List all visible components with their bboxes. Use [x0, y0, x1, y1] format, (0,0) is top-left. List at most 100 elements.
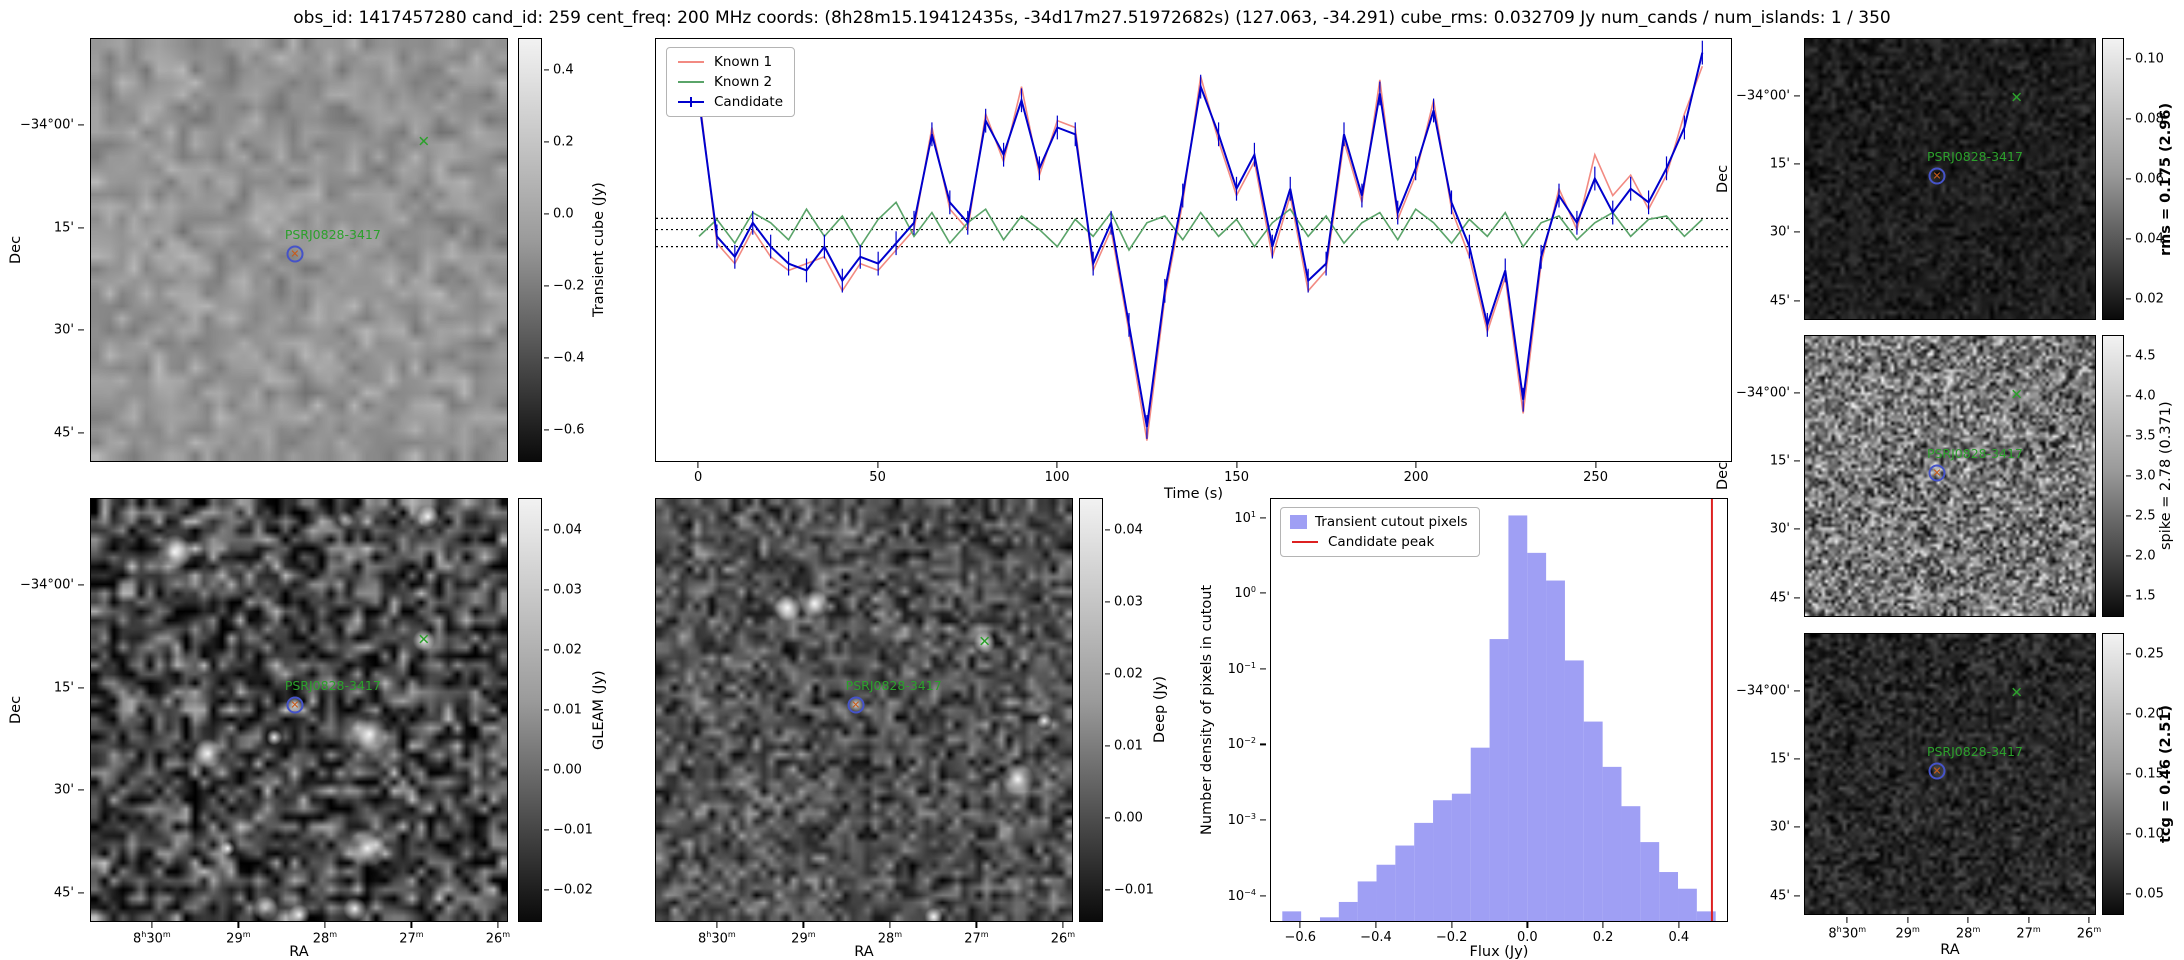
rms-image — [1805, 39, 2095, 319]
histogram-bar — [1527, 552, 1547, 921]
colorbar-tick-mark — [2126, 773, 2131, 775]
colorbar-tick-label: 3.0 — [2135, 468, 2156, 484]
gleam-dec-axis-label: Dec — [8, 695, 24, 725]
dec-tick-label-mark — [78, 432, 84, 434]
ra-tick-label: 8h30m — [697, 930, 736, 947]
colorbar-tick-mark — [544, 213, 549, 215]
colorbar-tick-label: −0.01 — [553, 822, 593, 838]
colorbar-tick-label: −0.01 — [1114, 882, 1154, 898]
time-tick-label-mark — [1594, 462, 1597, 468]
legend-line-sample — [678, 97, 704, 107]
tcg-colorbar-ticks: 0.25 0.20 0.15 0.10 0.05 — [2126, 633, 2164, 915]
histogram-bar — [1659, 872, 1679, 921]
deep-colorbar-label: Deep (Jy) — [1152, 676, 1168, 744]
colorbar-tick-mark — [544, 709, 549, 711]
colorbar-tick-label: 0.04 — [1114, 522, 1143, 538]
dec-tick-label-mark — [1794, 231, 1800, 233]
histogram-bar — [1602, 766, 1622, 921]
tcg-colorbar-label: tcg = 0.46 (2.51) — [2158, 705, 2174, 844]
lightcurve-time-axis-label: Time (s) — [1164, 486, 1223, 502]
source-name-label: PSRJ0828-3417 — [1926, 744, 2023, 760]
histogram-bar — [1319, 917, 1339, 921]
legend-label: Candidate peak — [1328, 534, 1435, 550]
histogram-bar — [1583, 721, 1603, 921]
flux-tick-label: 0.4 — [1668, 930, 1690, 945]
candidate-source-marker: ✕ — [847, 696, 865, 713]
density-tick-label: 100 — [1234, 585, 1256, 602]
ra-tick-label: 8h30m — [132, 930, 171, 947]
histogram-bar — [1433, 800, 1452, 921]
histogram-bar — [1282, 911, 1302, 921]
gleam-overlay: ✕ ✕ PSRJ0828-3417 — [91, 499, 507, 921]
legend-line-sample — [1292, 541, 1318, 543]
ra-tick-label: 26m — [2076, 925, 2102, 942]
dec-tick-label-mark — [1794, 528, 1800, 530]
ra-tick-label-mark — [802, 922, 804, 928]
legend-label: Candidate — [714, 94, 784, 110]
colorbar-tick-label: 1.5 — [2135, 588, 2156, 604]
time-tick-label: 0 — [693, 470, 703, 485]
ra-tick-label-mark — [2027, 917, 2030, 923]
histogram-bar — [1546, 580, 1565, 921]
time-tick-label: 250 — [1583, 470, 1608, 485]
legend-label: Known 1 — [714, 54, 773, 70]
colorbar-tick-mark — [544, 589, 549, 591]
colorbar-tick-label: −0.4 — [553, 350, 585, 366]
histogram-bar — [1451, 793, 1471, 921]
flux-tick-label: −0.4 — [1360, 930, 1392, 945]
spike-colorbar-label: spike = 2.78 (0.371) — [2158, 401, 2174, 551]
colorbar-tick-label: 4.0 — [2135, 388, 2156, 404]
dec-tick-label: −34°00' — [1735, 385, 1790, 401]
legend-line-sample — [678, 81, 704, 83]
dec-tick-label-mark — [78, 329, 84, 331]
colorbar-tick-label: −0.02 — [553, 882, 593, 898]
colorbar-tick-mark — [2126, 178, 2131, 180]
colorbar-tick-mark — [2126, 118, 2131, 120]
candidate-source-marker: ✕ — [286, 245, 304, 263]
tcg-ra-axis-label: RA — [1940, 942, 1960, 958]
legend-entry: Candidate — [676, 94, 783, 110]
dec-tick-label: 15' — [53, 680, 74, 696]
deep-ra-axis-label: RA — [854, 944, 874, 960]
time-tick-label-mark — [876, 462, 879, 468]
colorbar-tick-label: 0.03 — [553, 582, 582, 598]
candidate-source-marker: ✕ — [1928, 762, 1946, 780]
ra-tick-label-mark — [324, 922, 326, 928]
deep-image — [656, 499, 1072, 921]
colorbar-tick-label: 0.4 — [553, 62, 574, 78]
legend-label: Transient cutout pixels — [1315, 514, 1468, 530]
transient-colorbar-label: Transient cube (Jy) — [591, 182, 607, 318]
deep-ra-ticks: 8h30m 29m 28m 27m 26m — [655, 922, 1075, 947]
colorbar-tick-mark — [1105, 817, 1110, 819]
known-source-x-marker: ✕ — [2010, 683, 2023, 702]
colorbar-tick-label: 0.20 — [2135, 706, 2164, 722]
colorbar-tick-mark — [2126, 555, 2131, 557]
colorbar-tick-mark — [544, 69, 549, 71]
dec-tick-label: 30' — [1769, 521, 1790, 537]
gleam-ra-ticks: 8h30m 29m 28m 27m 26m — [90, 922, 510, 947]
time-tick-label-mark — [1235, 462, 1238, 468]
ra-tick-label: 29m — [791, 930, 816, 947]
dec-tick-label-mark — [78, 686, 84, 689]
colorbar-tick-label: 2.5 — [2135, 508, 2156, 524]
ra-tick-label-mark — [975, 922, 978, 928]
flux-tick-label-mark — [1678, 922, 1680, 928]
dec-tick-label: 30' — [53, 782, 74, 798]
tcg-image — [1805, 634, 2095, 914]
known-source-x-marker: ✕ — [978, 632, 991, 651]
flux-tick-label-mark — [1451, 922, 1453, 928]
colorbar-tick-mark — [544, 357, 549, 359]
colorbar-tick-label: −0.6 — [553, 422, 585, 438]
colorbar-tick-label: 0.04 — [553, 522, 582, 538]
candidate-source-marker: ✕ — [1928, 167, 1946, 185]
histogram-y-ticks: 101 100 10−1 10−2 10−3 10−4 — [1220, 498, 1266, 922]
histogram-bar — [1357, 881, 1377, 921]
ra-tick-label: 8h30m — [1828, 925, 1867, 942]
time-tick-label: 50 — [869, 470, 886, 485]
flux-tick-label: −0.2 — [1435, 930, 1468, 945]
transient-colorbar-ticks: 0.4 0.2 0.0 −0.2 −0.4 −0.6 — [544, 38, 594, 462]
histogram-bar — [1564, 660, 1584, 921]
dec-tick-label: 15' — [1769, 751, 1790, 767]
known-source-x-marker: ✕ — [2010, 385, 2023, 404]
